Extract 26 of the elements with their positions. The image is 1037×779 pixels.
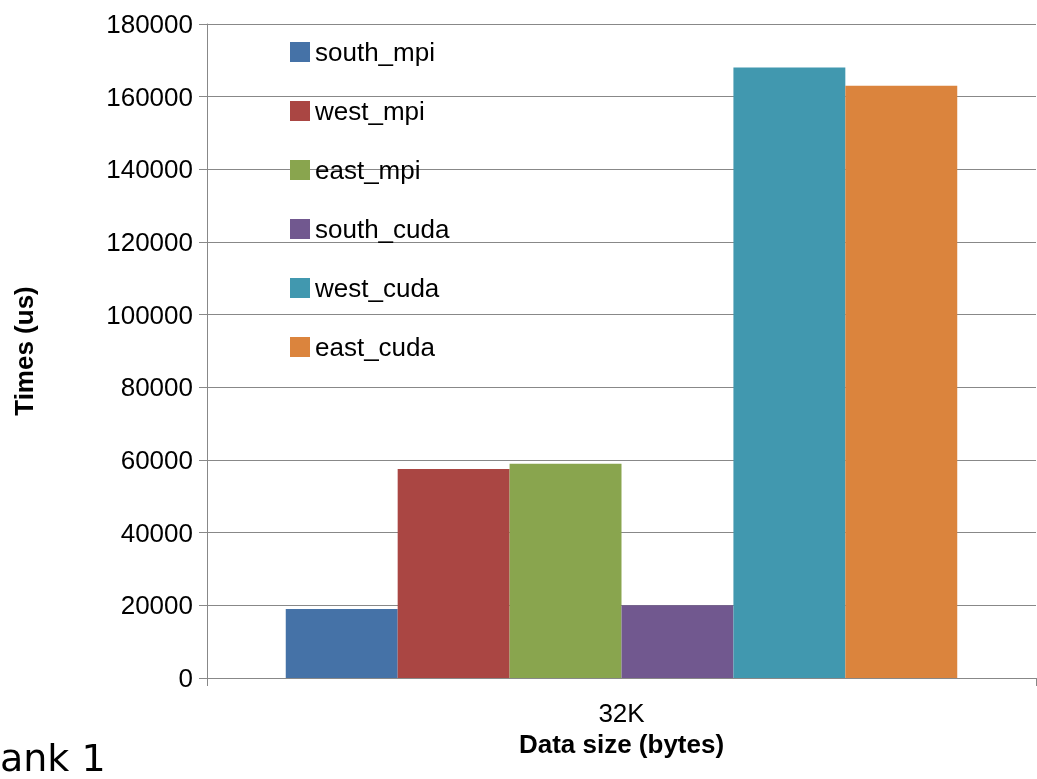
y-tick-label: 160000 [106,81,193,112]
legend-label: east_cuda [315,332,436,362]
y-tick-label: 20000 [120,590,193,621]
y-tick-label: 140000 [106,154,193,185]
y-tick-label: 0 [178,663,193,693]
y-tick-label: 100000 [106,299,193,330]
bar [509,463,622,678]
y-axis-title: Times (us) [9,286,39,416]
legend-label: east_mpi [315,155,421,185]
legend-label: south_cuda [315,214,450,244]
y-tick-label: 80000 [120,372,193,403]
bar [397,469,510,678]
y-tick-label: 120000 [106,227,193,257]
x-axis-title: Data size (bytes) [518,728,725,759]
bar [621,605,734,678]
x-tick-label: 32K [598,698,646,728]
legend-label: west_cuda [314,273,440,303]
legend-label: south_mpi [315,37,435,67]
y-tick-label: 180000 [106,9,193,39]
text: ank 1 [0,736,106,779]
bar [733,67,846,678]
legend-label: west_mpi [314,96,425,126]
y-tick-label: 60000 [120,445,193,475]
bar [845,85,958,678]
bar [285,608,398,678]
y-tick-label: 40000 [120,517,193,548]
